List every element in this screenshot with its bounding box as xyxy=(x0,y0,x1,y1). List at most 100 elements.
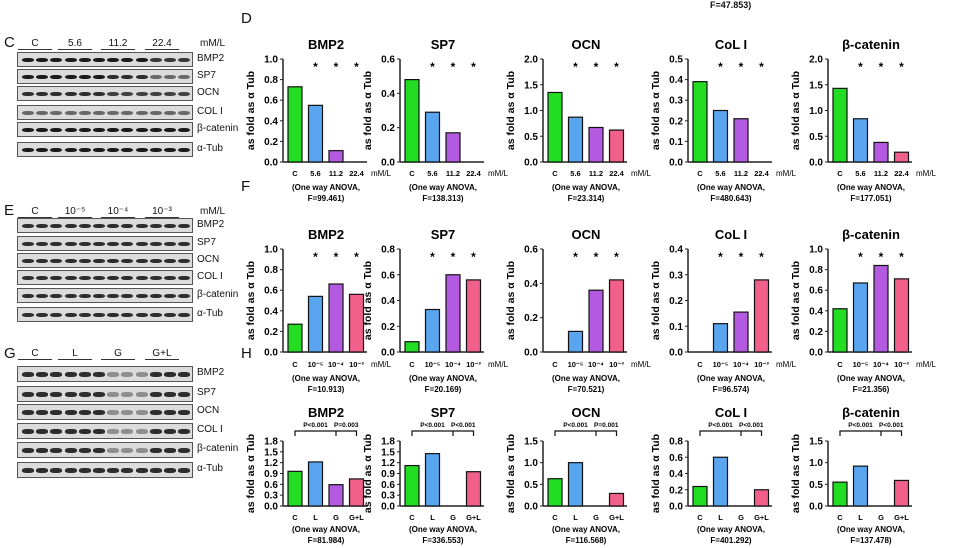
y-axis-label: as fold as α Tub xyxy=(790,71,802,150)
blot-band xyxy=(178,312,191,317)
x-tick-label: L xyxy=(430,513,435,522)
blot-band xyxy=(22,241,34,246)
blot-row-label: SP7 xyxy=(197,237,216,248)
blot-band xyxy=(149,110,162,115)
x-tick-label: 22.4 xyxy=(609,169,624,178)
blot-band xyxy=(149,223,162,228)
p-value-label: P<0.001 xyxy=(303,422,328,429)
y-tick-label: 0.0 xyxy=(669,502,683,513)
blot-band xyxy=(50,91,63,96)
chart-title: β-catenin xyxy=(842,37,900,52)
blot-band xyxy=(78,147,91,152)
chart-title: SP7 xyxy=(431,405,456,420)
blot-row-label: BMP2 xyxy=(197,53,225,64)
bar xyxy=(307,461,324,507)
significance-star: * xyxy=(614,60,619,74)
x-unit-label: mM/L xyxy=(631,360,652,369)
y-tick-label: 0.0 xyxy=(381,158,395,169)
y-tick-label: 1.5 xyxy=(524,437,538,448)
y-tick-label: 0.6 xyxy=(809,286,823,297)
blot-band xyxy=(107,57,120,62)
y-tick-label: 0.5 xyxy=(809,480,823,491)
x-tick-label: C xyxy=(292,169,298,178)
x-tick-label: 10⁻⁵ xyxy=(853,360,869,369)
blot-strip xyxy=(17,86,193,101)
y-tick-label: 1.0 xyxy=(809,106,823,117)
blot-row-label: α-Tub xyxy=(197,463,223,474)
x-tick-label: 22.4 xyxy=(754,169,769,178)
significance-star: * xyxy=(313,250,318,264)
comparison-bracket xyxy=(839,430,903,436)
blot-band xyxy=(178,57,191,62)
blot-band xyxy=(121,467,134,473)
anova-f-value: F=177.051) xyxy=(850,194,891,203)
chart-title: β-catenin xyxy=(842,405,900,420)
blot-band xyxy=(22,447,34,453)
blot-band xyxy=(121,127,134,132)
y-tick-label: 1.8 xyxy=(264,437,278,448)
significance-star: * xyxy=(451,250,456,264)
blot-band xyxy=(93,127,105,132)
anova-f-value: F=20.169) xyxy=(425,385,462,394)
y-tick-label: 1.5 xyxy=(381,447,395,458)
bar xyxy=(608,279,625,353)
anova-f-value: F=138.313) xyxy=(422,194,463,203)
y-tick-label: 0.4 xyxy=(264,306,278,317)
blot-group-label: 11.2 xyxy=(108,38,128,49)
bar xyxy=(348,478,365,507)
y-axis-label: as fold as α Tub xyxy=(650,434,662,513)
x-tick-label: G+L xyxy=(754,513,769,522)
significance-star: * xyxy=(430,60,435,74)
anova-f-value: F=401.292) xyxy=(710,536,751,545)
y-axis-label: as fold as α Tub xyxy=(790,434,802,513)
anova-f-value: F=70.521) xyxy=(568,385,605,394)
blot-band xyxy=(36,391,49,397)
y-axis-label: as fold as α Tub xyxy=(362,71,374,150)
blot-band xyxy=(64,293,77,298)
blot-band xyxy=(135,447,148,453)
x-tick-label: 22.4 xyxy=(349,169,364,178)
blot-band xyxy=(64,371,77,377)
significance-star: * xyxy=(858,250,863,264)
y-tick-label: 0.4 xyxy=(809,306,823,317)
blot-unit-label: mM/L xyxy=(200,206,225,217)
y-axis-label: as fold as α Tub xyxy=(650,261,662,340)
blot-band xyxy=(164,275,176,280)
x-tick-label: C xyxy=(292,360,298,369)
significance-star: * xyxy=(899,60,904,74)
blot-group-line xyxy=(58,217,92,218)
blot-group-label: 5.6 xyxy=(68,38,82,49)
bar xyxy=(712,109,729,163)
blot-band xyxy=(64,57,77,62)
blot-band xyxy=(164,241,176,246)
anova-f-value: F=480.643) xyxy=(710,194,751,203)
chart-title: SP7 xyxy=(431,37,456,52)
blot-band xyxy=(78,110,91,115)
blot-band xyxy=(50,428,63,434)
y-tick-label: 0.4 xyxy=(669,469,683,480)
significance-star: * xyxy=(334,250,339,264)
anova-label: (One way ANOVA, xyxy=(292,183,360,192)
anova-label: (One way ANOVA, xyxy=(292,374,360,383)
y-tick-label: 0.5 xyxy=(524,480,538,491)
y-tick-label: 0.6 xyxy=(264,480,278,491)
panel-label-f: F xyxy=(241,178,251,195)
blot-band xyxy=(64,447,77,453)
blot-band xyxy=(36,147,49,152)
blot-strip xyxy=(17,253,193,268)
y-tick-label: 0.1 xyxy=(669,322,683,333)
x-tick-label: 10⁻³ xyxy=(349,360,364,369)
blot-band xyxy=(22,258,34,263)
x-tick-label: C xyxy=(697,169,703,178)
blot-row-label: SP7 xyxy=(197,387,216,398)
blot-band xyxy=(149,428,162,434)
x-tick-label: 10⁻⁵ xyxy=(568,360,584,369)
blot-band xyxy=(164,293,176,298)
y-tick-label: 0.0 xyxy=(264,502,278,513)
blot-band xyxy=(36,110,49,115)
blot-band xyxy=(22,74,34,79)
y-tick-label: 1.0 xyxy=(524,106,538,117)
x-tick-label: 10⁻⁴ xyxy=(588,360,604,369)
blot-band xyxy=(36,371,49,377)
significance-star: * xyxy=(354,250,359,264)
